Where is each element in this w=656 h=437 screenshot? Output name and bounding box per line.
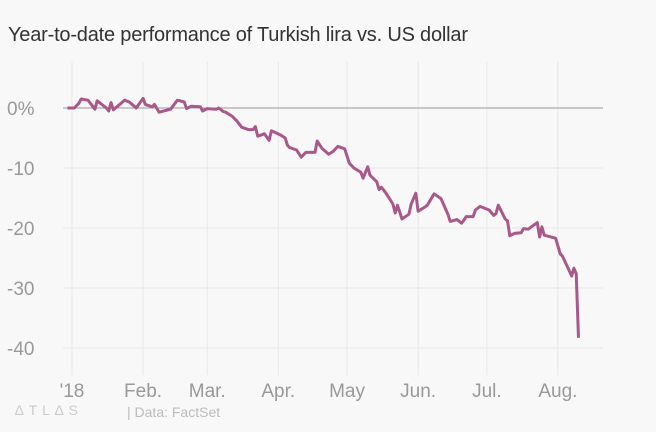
x-tick-label: Jun. bbox=[400, 381, 436, 402]
y-tick-label: -10 bbox=[7, 159, 34, 180]
data-source: | Data: FactSet bbox=[127, 404, 221, 420]
chart-title: Year-to-date performance of Turkish lira… bbox=[8, 24, 468, 46]
x-tick-label: Jul. bbox=[472, 381, 502, 402]
x-axis-ticks: '18 Feb. Mar. Apr. May Jun. Jul. Aug. bbox=[60, 381, 578, 402]
x-tick-label: May bbox=[329, 381, 365, 402]
atlas-logo: ∆TL∆S bbox=[15, 402, 83, 418]
grid bbox=[63, 61, 603, 376]
y-tick-label: 0% bbox=[7, 99, 35, 120]
series-line bbox=[67, 96, 580, 338]
y-tick-label: -20 bbox=[7, 219, 34, 240]
y-tick-label: -40 bbox=[7, 339, 34, 360]
x-tick-label: '18 bbox=[60, 381, 85, 402]
x-tick-label: Apr. bbox=[261, 381, 295, 402]
y-tick-label: -30 bbox=[7, 279, 34, 300]
x-tick-label: Mar. bbox=[189, 381, 226, 402]
y-axis-ticks: 0% -10 -20 -30 -40 bbox=[7, 99, 35, 360]
x-tick-label: Aug. bbox=[538, 381, 577, 402]
x-tick-label: Feb. bbox=[124, 381, 162, 402]
